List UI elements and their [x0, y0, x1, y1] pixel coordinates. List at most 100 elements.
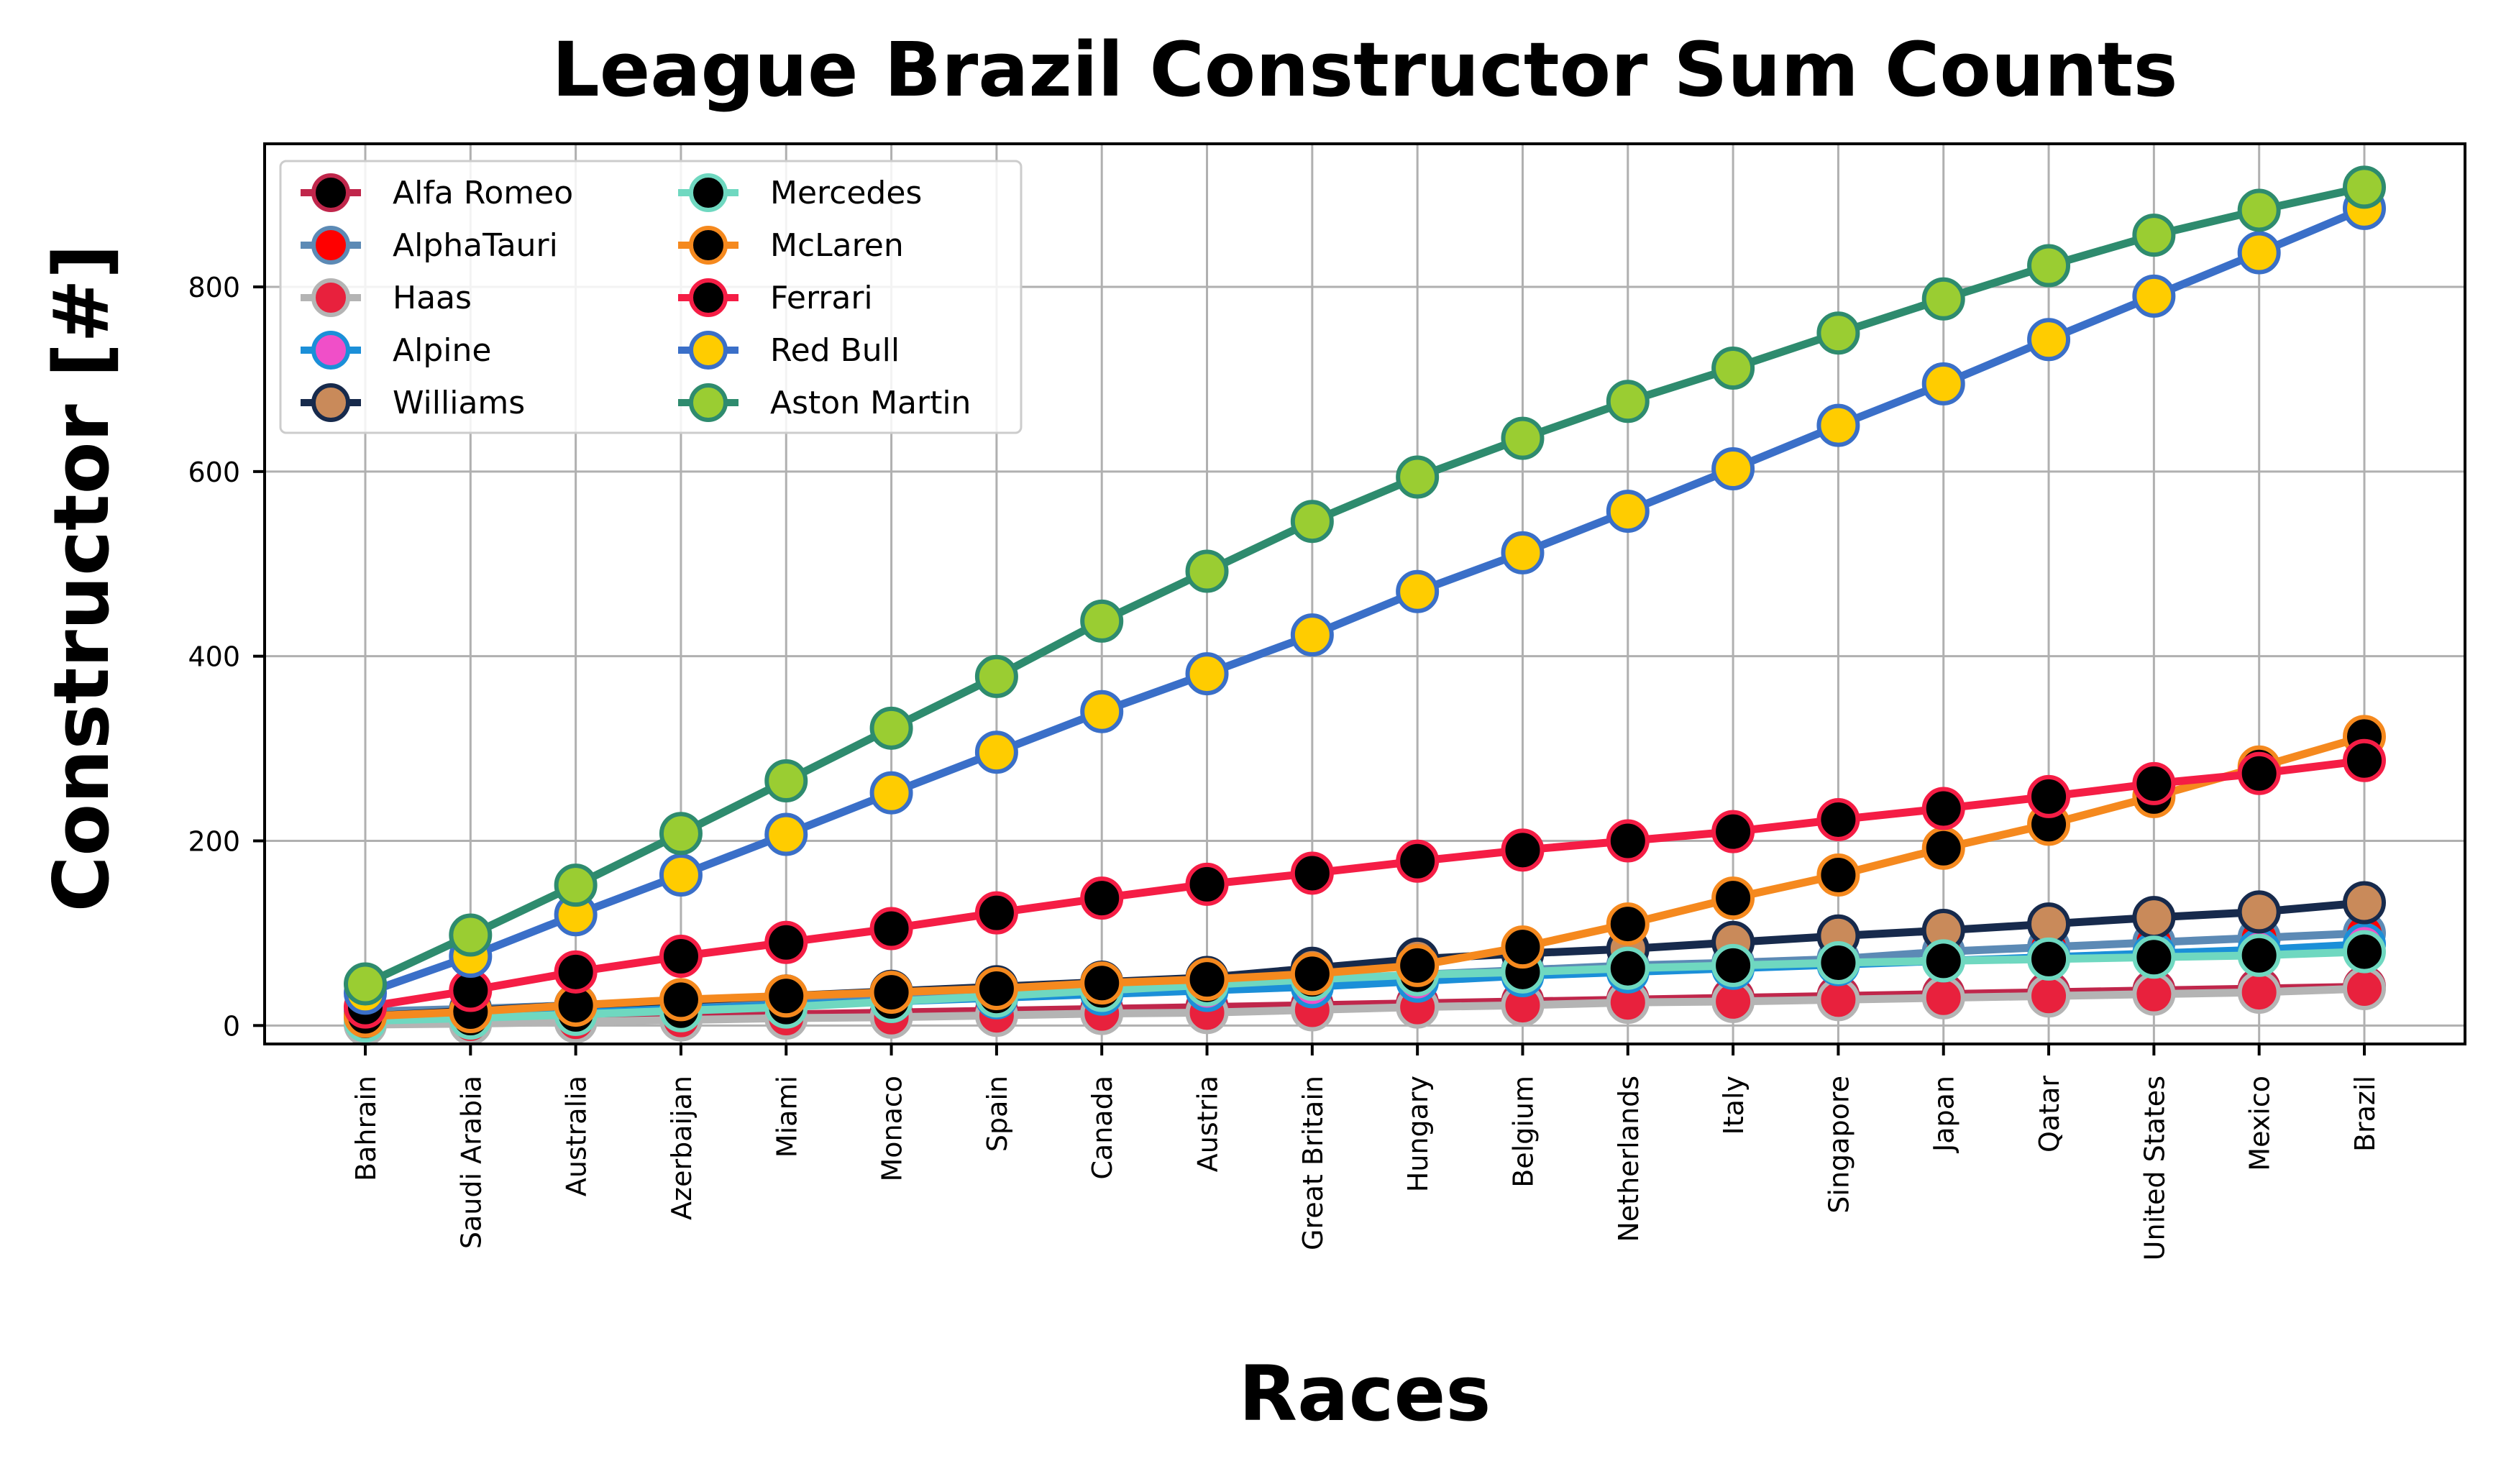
- data-point: [1185, 652, 1229, 696]
- legend-marker: [689, 226, 728, 265]
- legend-marker: [689, 383, 728, 422]
- legend-marker: [689, 331, 728, 370]
- legend-entry: Aston Martin: [678, 383, 971, 422]
- x-tick-label: Hungary: [1402, 1076, 1434, 1192]
- x-tick-label: Qatar: [2034, 1076, 2065, 1153]
- data-point: [869, 907, 913, 951]
- data-point: [2237, 933, 2281, 977]
- x-tick-label: Singapore: [1823, 1076, 1855, 1214]
- legend-marker: [311, 278, 350, 317]
- data-point: [1396, 839, 1440, 883]
- data-point: [1816, 403, 1860, 447]
- x-tick-label: Australia: [561, 1076, 593, 1196]
- x-tick-label: Austria: [1192, 1076, 1224, 1172]
- data-point: [1711, 810, 1755, 853]
- data-point: [764, 920, 808, 964]
- data-point: [2027, 244, 2071, 288]
- data-point: [2343, 738, 2386, 782]
- data-point: [449, 913, 493, 957]
- data-point: [869, 971, 913, 1014]
- y-axis-label: Constructor [#]: [37, 244, 126, 912]
- legend-marker: [689, 173, 728, 212]
- legend-label: McLaren: [770, 227, 904, 264]
- legend-label: AlphaTauri: [393, 227, 558, 264]
- x-tick-label: United States: [2139, 1076, 2170, 1260]
- x-tick-label: Italy: [1718, 1076, 1750, 1135]
- legend-marker: [311, 383, 350, 422]
- data-point: [1501, 925, 1545, 969]
- data-point: [1816, 311, 1860, 355]
- data-point: [1080, 961, 1124, 1005]
- data-point: [1501, 531, 1545, 574]
- data-point: [1185, 862, 1229, 906]
- legend-label: Haas: [393, 280, 472, 316]
- x-axis-label: Races: [1239, 1350, 1491, 1438]
- data-point: [1396, 943, 1440, 987]
- data-point: [2343, 881, 2386, 925]
- data-point: [1711, 943, 1755, 987]
- data-point: [1606, 819, 1650, 863]
- legend-label: Aston Martin: [770, 385, 971, 421]
- data-point: [2132, 972, 2176, 1016]
- data-point: [2132, 935, 2176, 979]
- data-point: [764, 812, 808, 856]
- data-point: [1606, 490, 1650, 533]
- x-tick-label: Great Britain: [1297, 1076, 1329, 1250]
- x-tick-label: Mexico: [2244, 1076, 2276, 1171]
- data-point: [1080, 690, 1124, 733]
- data-point: [554, 950, 598, 994]
- legend-entry: Alpine: [301, 331, 491, 370]
- data-point: [1606, 902, 1650, 946]
- x-tick-label: Belgium: [1507, 1076, 1539, 1188]
- data-point: [2132, 274, 2176, 318]
- data-point: [344, 962, 387, 1006]
- data-point: [1816, 853, 1860, 897]
- legend: Alfa Romeo AlphaTauri Haas Alpine Williams Me…: [279, 160, 1023, 434]
- data-point: [764, 974, 808, 1018]
- legend-label: Red Bull: [770, 332, 900, 369]
- data-point: [974, 654, 1018, 698]
- data-point: [869, 706, 913, 750]
- data-point: [2343, 165, 2386, 209]
- legend-entry: Alfa Romeo: [301, 173, 573, 212]
- data-point: [1080, 876, 1124, 920]
- data-point: [1921, 362, 1965, 406]
- data-point: [2343, 930, 2386, 974]
- series-layer: [344, 165, 2386, 1047]
- data-point: [2132, 214, 2176, 257]
- data-point: [974, 891, 1018, 935]
- data-point: [2237, 751, 2281, 795]
- legend-marker: [311, 173, 350, 212]
- plot-frame: [263, 142, 2466, 1045]
- legend-entry: McLaren: [678, 226, 904, 265]
- legend-entry: AlphaTauri: [301, 226, 558, 265]
- data-point: [1606, 946, 1650, 990]
- y-axis: 0 200 400 600 800: [188, 272, 265, 1042]
- data-point: [1396, 569, 1440, 613]
- data-point: [1501, 416, 1545, 460]
- legend-marker: [311, 331, 350, 370]
- x-tick-label: Monaco: [877, 1076, 908, 1182]
- data-point: [1185, 958, 1229, 1002]
- data-point: [1501, 828, 1545, 872]
- data-point: [659, 978, 703, 1022]
- data-point: [1606, 380, 1650, 423]
- data-point: [1921, 976, 1965, 1020]
- series-red-bull: [344, 186, 2386, 1015]
- data-point: [554, 864, 598, 907]
- data-point: [2132, 896, 2176, 940]
- data-point: [1290, 613, 1334, 657]
- x-tick-label: Netherlands: [1613, 1076, 1645, 1242]
- data-point: [764, 759, 808, 803]
- data-point: [1396, 455, 1440, 499]
- legend-label: Alpine: [393, 332, 491, 369]
- x-tick-label: Azerbaijan: [666, 1076, 698, 1220]
- legend-entry: Haas: [301, 278, 472, 317]
- data-point: [1185, 549, 1229, 593]
- data-point: [1290, 851, 1334, 895]
- x-axis: Bahrain Saudi Arabia Australia Azerbaijan Mi…: [350, 1044, 2381, 1260]
- data-point: [1711, 347, 1755, 390]
- data-point: [1816, 797, 1860, 841]
- data-point: [1290, 952, 1334, 996]
